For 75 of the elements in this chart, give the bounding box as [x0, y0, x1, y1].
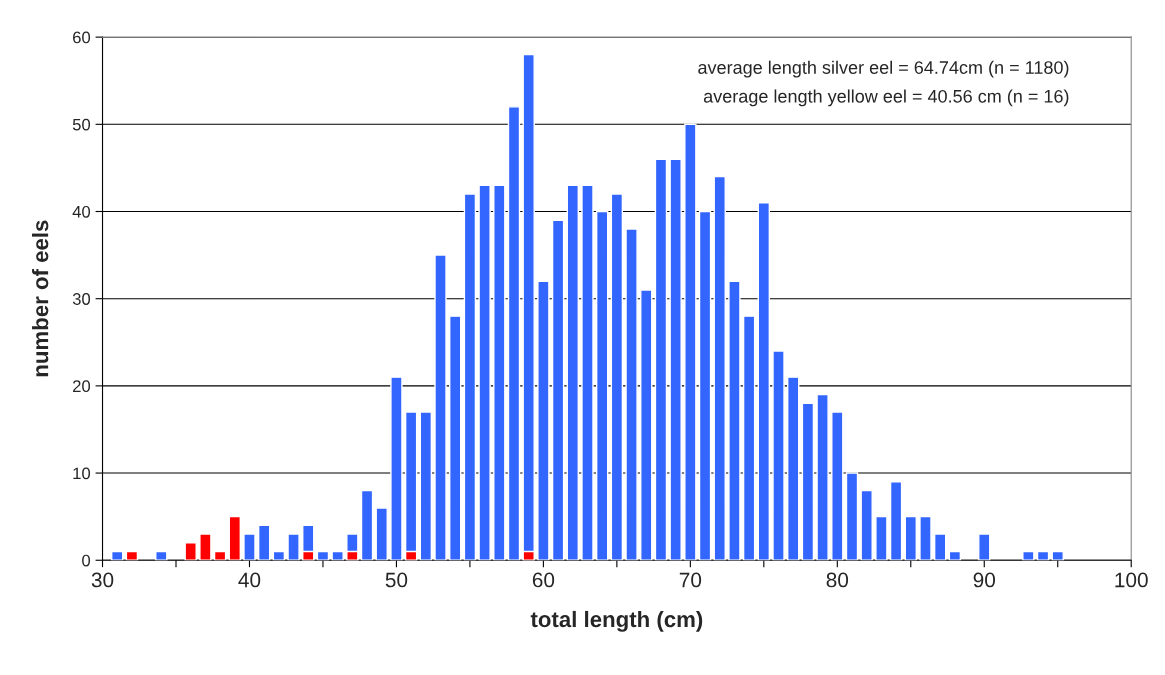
bar	[537, 280, 550, 561]
y-axis-title: number of eels	[32, 220, 49, 377]
bar	[184, 542, 197, 561]
bar	[889, 481, 903, 561]
bar	[390, 376, 403, 561]
bar	[316, 550, 330, 561]
bar	[787, 376, 800, 561]
annotation: average length yellow eel = 40.56 cm (n = 16)	[703, 89, 1069, 107]
y-tick-label: 10	[73, 467, 91, 480]
bar	[816, 393, 829, 561]
bar	[801, 402, 815, 561]
bar	[478, 184, 491, 561]
bar	[111, 550, 124, 561]
y-tick-label: 0	[82, 554, 91, 567]
x-tick-label: 90	[973, 572, 996, 588]
bar	[507, 106, 521, 561]
bar	[493, 184, 506, 561]
bar	[1022, 550, 1035, 561]
x-tick-label: 50	[385, 572, 408, 588]
bar	[213, 550, 227, 561]
bar	[933, 533, 947, 561]
bar	[654, 158, 668, 561]
bar	[831, 411, 844, 561]
bar	[419, 411, 433, 561]
bar	[155, 550, 168, 561]
y-tick-label: 20	[73, 380, 91, 393]
bar	[713, 175, 726, 561]
bar	[1036, 550, 1050, 561]
bar	[640, 289, 653, 561]
y-tick-label: 60	[73, 31, 91, 44]
x-tick-label: 80	[826, 572, 849, 588]
bar	[581, 184, 594, 561]
bar	[360, 489, 374, 561]
bar	[287, 533, 300, 561]
bar	[125, 550, 139, 561]
x-tick-label: 100	[1115, 572, 1148, 588]
x-tick-label: 70	[679, 572, 702, 588]
bar	[375, 507, 388, 561]
bar	[228, 515, 241, 561]
bar	[919, 515, 932, 561]
bar	[243, 533, 256, 561]
bar	[610, 193, 624, 561]
annotation: average length silver eel = 64.74cm (n = 1180)	[698, 60, 1069, 78]
bar	[434, 254, 447, 561]
x-tick-label: 30	[91, 572, 114, 588]
bar	[698, 210, 712, 561]
bar	[860, 489, 873, 561]
bar	[1051, 550, 1064, 561]
bar	[948, 550, 962, 561]
bar	[257, 524, 271, 561]
bar	[772, 350, 785, 561]
bar	[684, 123, 697, 561]
bar	[904, 515, 917, 561]
bar	[625, 228, 638, 561]
bar	[742, 315, 756, 561]
bar	[875, 515, 888, 561]
bar	[566, 184, 579, 561]
bar	[199, 533, 212, 561]
x-tick-label: 40	[238, 572, 261, 588]
bar	[845, 472, 859, 561]
bar	[757, 202, 771, 561]
bar	[463, 193, 477, 561]
y-tick-label: 50	[72, 118, 91, 131]
bar	[978, 533, 991, 561]
bar	[728, 280, 741, 561]
bar	[449, 315, 462, 561]
x-axis-title: total length (cm)	[530, 610, 703, 632]
bar	[551, 219, 565, 561]
bar	[595, 210, 609, 561]
bar	[331, 550, 344, 561]
bar	[272, 550, 286, 561]
y-tick-label: 30	[72, 293, 91, 305]
y-tick-label: 40	[72, 205, 91, 218]
x-tick-label: 60	[532, 572, 555, 588]
bar	[669, 158, 682, 561]
